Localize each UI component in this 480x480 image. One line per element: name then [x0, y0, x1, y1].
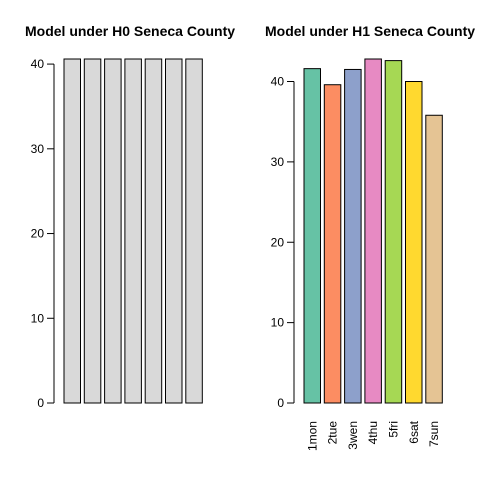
x-tick-label-h1-1mon: 1mon: [305, 421, 319, 451]
y-tick-label-h1-10: 10: [271, 316, 285, 330]
bar-h0-1mon: [63, 58, 81, 404]
bar-h1-1mon: [303, 68, 321, 404]
bar-h1-6sat: [405, 81, 423, 404]
y-tick-label-h0-40: 40: [31, 57, 45, 71]
bar-h1-7sun: [425, 114, 443, 404]
bar-h0-2tue: [83, 58, 102, 404]
bar-h1-4thu: [364, 58, 382, 404]
x-tick-label-h1-7sun: 7sun: [427, 421, 441, 447]
x-tick-label-h1-4thu: 4thu: [366, 421, 380, 444]
chart-panel-h1: Model under H1 Seneca County 0 10 20 30 40 1m…: [265, 23, 475, 451]
y-tick-label-h1-0: 0: [277, 396, 284, 410]
bar-h1-2tue: [323, 84, 342, 404]
chart-title-h0: Model under H0 Seneca County: [25, 23, 235, 39]
x-tick-label-h1-6sat: 6sat: [407, 420, 421, 443]
y-tick-label-h0-10: 10: [31, 311, 45, 325]
chart-panel-h0: Model under H0 Seneca County 0 10 20 30 40: [25, 23, 235, 410]
y-tick-label-h1-20: 20: [271, 235, 285, 249]
bar-h0-7sun: [185, 58, 203, 404]
bar-h0-3wen: [104, 58, 122, 404]
y-tick-label-h0-20: 20: [31, 227, 45, 241]
x-tick-label-h1-3wen: 3wen: [346, 421, 360, 450]
y-tick-label-h0-30: 30: [31, 142, 45, 156]
y-tick-label-h0-0: 0: [37, 396, 44, 410]
y-tick-label-h1-30: 30: [271, 155, 285, 169]
bar-h1-5fri: [384, 60, 403, 404]
chart-title-h1: Model under H1 Seneca County: [265, 23, 475, 39]
y-tick-label-h1-40: 40: [271, 75, 285, 89]
bar-h1-3wen: [344, 68, 362, 404]
x-tick-label-h1-2tue: 2tue: [326, 421, 340, 445]
bar-h0-4thu: [124, 58, 142, 404]
x-tick-label-h1-5fri: 5fri: [386, 421, 400, 438]
bar-h0-5fri: [144, 58, 163, 404]
bar-h0-6sat: [165, 58, 183, 404]
